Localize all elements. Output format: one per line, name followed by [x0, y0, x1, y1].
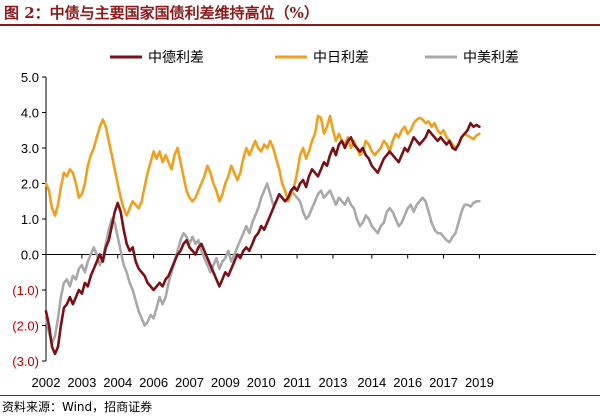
x-tick-label: 2014: [357, 375, 386, 390]
source-note-bar: 资料来源：Wind，招商证券: [0, 395, 600, 416]
series-line-2: [44, 114, 481, 217]
legend-label-2: 中日利差: [313, 50, 369, 66]
y-tick-label: (1.0): [12, 283, 39, 298]
x-tick-label: 2003: [67, 375, 96, 390]
series-line-1: [44, 121, 481, 356]
y-tick-label: 3.0: [21, 141, 39, 156]
y-tick-label: 5.0: [21, 70, 39, 85]
figure-title-bar: 图 2：中债与主要国家国债利差维持高位（%）: [0, 0, 600, 26]
y-tick-label: (3.0): [12, 354, 39, 369]
y-tick-label: 2.0: [21, 177, 39, 192]
y-tick-label: (2.0): [12, 319, 39, 334]
x-tick-label: 2011: [283, 375, 311, 390]
y-tick-label: 1.0: [21, 212, 39, 227]
x-tick-label: 2016: [393, 375, 422, 390]
x-tick-label: 2013: [318, 375, 347, 390]
x-tick-label: 2004: [103, 375, 132, 390]
series-line-3: [44, 182, 481, 345]
legend-label-1: 中德利差: [148, 50, 204, 66]
x-tick-label: 2017: [429, 375, 458, 390]
axes: 5.0 4.0 3.0 2.0 1.0 0.0 (1.0) (2.0) (3.0) 2002 200…: [12, 70, 596, 390]
series-lines: [44, 114, 481, 356]
x-tick-label: 2019: [465, 375, 494, 390]
x-tick-label: 2007: [175, 375, 204, 390]
x-tick-label: 2010: [247, 375, 276, 390]
legend-label-3: 中美利差: [463, 50, 519, 66]
x-tick-label: 2002: [32, 375, 61, 390]
y-tick-label: 0.0: [21, 248, 39, 263]
x-tick-label: 2006: [139, 375, 168, 390]
figure-title: 图 2：中债与主要国家国债利差维持高位（%）: [4, 4, 319, 22]
y-tick-label: 4.0: [21, 106, 39, 121]
line-chart: 中德利差 中日利差 中美利差 5.0 4.0 3.0 2.0 1.0 0.0 (1.0) (2.0…: [12, 50, 596, 390]
legend: 中德利差 中日利差 中美利差: [110, 50, 519, 66]
x-tick-label: 2009: [211, 375, 240, 390]
source-note: 资料来源：Wind，招商证券: [2, 400, 153, 414]
